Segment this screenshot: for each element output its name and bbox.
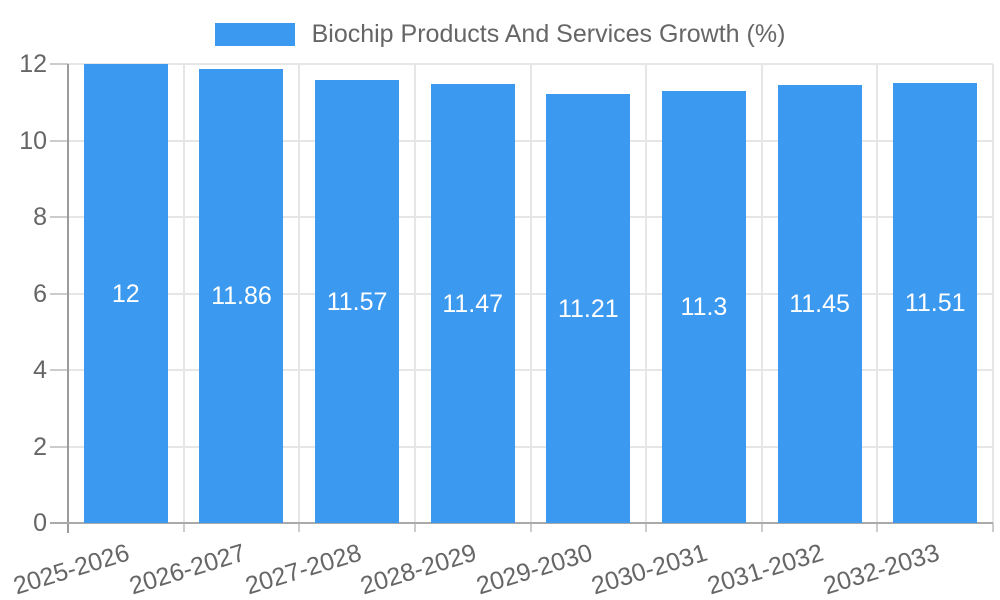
x-tick-label: 2032-2033 — [819, 538, 943, 600]
x-tick-label: 2026-2027 — [126, 538, 249, 600]
x-tick-label: 2029-2030 — [472, 538, 596, 600]
x-tick — [760, 523, 763, 532]
x-tick-label: 2027-2028 — [241, 538, 365, 600]
x-tick — [298, 523, 301, 532]
y-tick — [50, 216, 68, 218]
gridline-v — [645, 64, 648, 523]
x-tick — [182, 523, 185, 532]
gridline-v — [298, 64, 301, 523]
x-tick — [529, 523, 532, 532]
x-tick-label: 2030-2031 — [588, 538, 712, 600]
x-tick — [645, 523, 648, 532]
legend-swatch — [214, 22, 295, 46]
gridline-v — [876, 64, 879, 523]
bar[interactable] — [661, 90, 746, 523]
bar[interactable] — [546, 94, 631, 523]
gridline-v — [413, 64, 416, 523]
gridline-v — [529, 64, 532, 523]
y-tick — [50, 139, 68, 142]
bar[interactable] — [893, 82, 978, 523]
x-tick-label: 2028-2029 — [357, 538, 480, 600]
y-tick-label: 10 — [19, 126, 47, 155]
y-tick-label: 12 — [19, 50, 47, 78]
y-tick-label: 8 — [33, 203, 47, 231]
y-tick — [50, 292, 68, 295]
y-tick-label: 0 — [33, 509, 47, 537]
x-tick — [413, 523, 416, 532]
x-tick — [876, 523, 879, 532]
y-tick-label: 2 — [33, 432, 47, 461]
x-axis-line — [50, 522, 993, 524]
bar[interactable] — [83, 64, 168, 523]
gridline-v — [760, 64, 763, 523]
bar[interactable] — [430, 84, 515, 523]
gridline-v — [992, 64, 994, 523]
legend-item[interactable]: Biochip Products And Services Growth (%) — [0, 19, 1000, 49]
y-tick — [50, 369, 68, 371]
x-tick-label: 2031-2032 — [704, 538, 827, 600]
bar[interactable] — [315, 80, 400, 523]
x-tick — [992, 523, 994, 532]
y-tick — [50, 445, 68, 448]
y-tick-label: 6 — [33, 279, 47, 308]
bar[interactable] — [777, 85, 862, 523]
y-tick — [50, 63, 68, 65]
y-axis-line — [67, 64, 69, 533]
y-tick-label: 4 — [33, 356, 47, 384]
x-tick-label: 2025-2026 — [10, 538, 133, 600]
gridline-v — [182, 64, 185, 523]
bar[interactable] — [199, 69, 284, 523]
legend-label: Biochip Products And Services Growth (%) — [311, 20, 786, 48]
